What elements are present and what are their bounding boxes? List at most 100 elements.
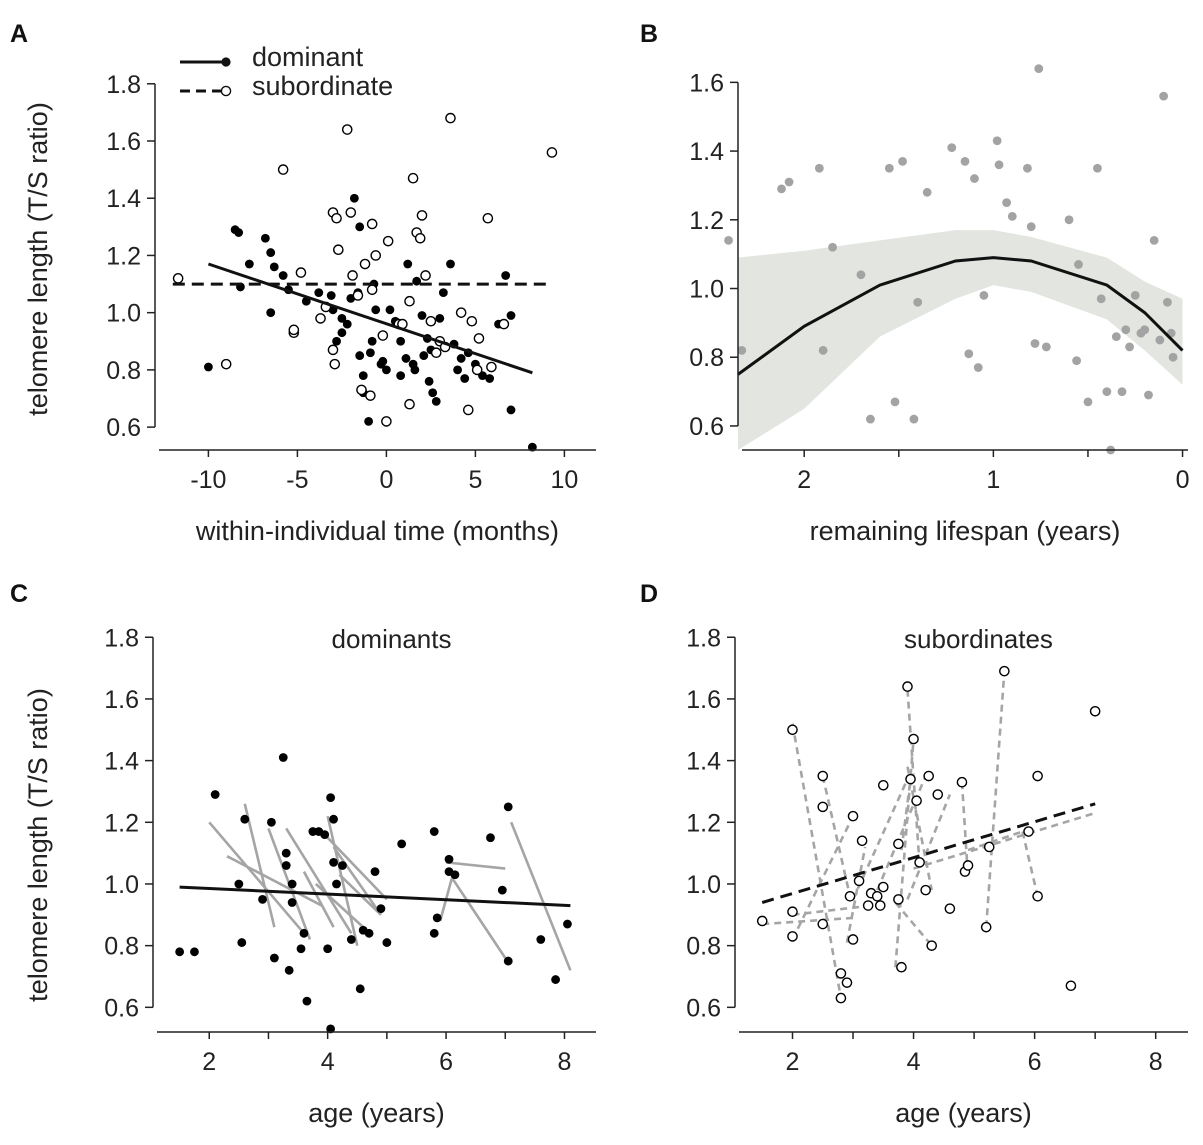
data-point	[1159, 91, 1169, 101]
data-point-subordinate	[471, 364, 483, 376]
data-point	[1130, 290, 1140, 300]
x-tick-label: 2	[797, 466, 811, 494]
data-point-dominant	[382, 365, 391, 375]
data-point	[893, 838, 904, 850]
data-point	[323, 944, 333, 954]
data-point	[429, 928, 439, 938]
data-point-dominant	[365, 348, 375, 358]
data-point	[1064, 215, 1074, 225]
data-point-subordinate	[220, 358, 232, 370]
y-tick-label: 1.2	[689, 207, 724, 235]
data-point-subordinate	[172, 273, 184, 284]
data-point	[994, 160, 1004, 170]
x-tick-label: 0	[1176, 466, 1190, 494]
x-axis-label: age (years)	[308, 1098, 445, 1128]
data-point-subordinate	[425, 315, 437, 327]
individual-trend-line	[326, 836, 388, 901]
data-point	[1065, 980, 1077, 992]
x-tick-label: 6	[1028, 1048, 1042, 1076]
data-point	[1002, 198, 1012, 208]
data-point	[856, 835, 868, 847]
fit-line-dominant	[207, 262, 533, 375]
data-point	[890, 397, 900, 407]
panel-letter: A	[10, 20, 28, 48]
individual-trend-line	[984, 671, 1006, 928]
y-tick-label: 1.6	[686, 686, 721, 714]
data-point-dominant	[260, 233, 270, 243]
y-tick-label: 1.8	[106, 71, 141, 99]
y-tick-label: 1.6	[689, 69, 724, 97]
data-point	[893, 894, 904, 905]
data-point-dominant	[412, 276, 422, 286]
data-point	[913, 297, 923, 307]
data-point-subordinate	[445, 112, 456, 124]
data-point-subordinate	[482, 212, 494, 224]
data-point-dominant	[244, 259, 254, 269]
data-point	[817, 918, 829, 930]
data-point-subordinate	[414, 232, 426, 244]
fit-line	[737, 256, 1184, 376]
data-point	[536, 935, 546, 944]
data-point-dominant	[355, 351, 365, 360]
data-point-subordinate	[546, 147, 558, 158]
fit-line	[179, 885, 571, 908]
data-point-dominant	[396, 336, 406, 346]
panel-a: A 0.6 0.8 1.0 1.2 1.4 1.6 1.8 -10 -5 0 5 10 within-in…	[10, 20, 596, 546]
data-point-dominant	[506, 311, 516, 320]
data-point	[258, 894, 267, 904]
individual-trend-line	[894, 901, 933, 947]
data-point-subordinate	[466, 315, 478, 327]
x-tick-label: 8	[1149, 1048, 1163, 1076]
individual-trend-line	[285, 827, 353, 934]
data-point-dominant	[266, 308, 276, 318]
data-point	[299, 928, 309, 938]
data-point	[973, 363, 983, 372]
individual-trend-line	[762, 916, 854, 926]
data-point	[847, 810, 859, 822]
individual-trend-line	[450, 877, 507, 959]
individual-trend-line	[791, 723, 843, 999]
data-point	[979, 290, 989, 300]
data-point	[944, 903, 956, 914]
data-point	[902, 681, 913, 692]
individual-trend-line	[226, 855, 323, 907]
data-point	[329, 814, 338, 824]
data-point-subordinate	[333, 244, 344, 256]
data-point	[877, 779, 889, 791]
data-point	[503, 956, 513, 966]
data-point-dominant	[269, 262, 279, 272]
data-point	[281, 848, 291, 858]
data-point	[503, 802, 513, 812]
data-point	[874, 900, 886, 911]
panel-c: C 0.6 0.8 1.0 1.2 1.4 1.6 1.8 2 4 6 8 age (years) tel…	[10, 580, 596, 1128]
data-point-dominant	[506, 405, 516, 415]
data-point-subordinate	[430, 347, 442, 359]
data-point-dominant	[367, 336, 377, 346]
data-point	[287, 879, 297, 889]
legend-label-dominant: dominant	[252, 42, 364, 72]
data-point-dominant	[438, 288, 448, 298]
data-point	[1102, 387, 1112, 396]
data-point	[296, 944, 306, 954]
data-point	[444, 854, 454, 864]
data-point	[1034, 64, 1044, 74]
data-point	[397, 839, 407, 849]
data-point	[884, 163, 894, 173]
data-point-dominant	[326, 291, 336, 300]
data-point	[853, 875, 865, 887]
data-point-dominant	[417, 311, 427, 320]
data-point	[866, 414, 875, 424]
data-point	[914, 857, 925, 868]
data-point	[429, 827, 439, 836]
data-point	[1041, 342, 1051, 352]
data-point-dominant	[342, 319, 352, 329]
data-point	[370, 867, 380, 877]
data-point-dominant	[234, 228, 244, 237]
data-point-subordinate	[288, 324, 300, 336]
data-point-subordinate	[345, 207, 357, 218]
data-point-subordinate	[420, 270, 431, 281]
data-point-dominant	[453, 365, 462, 375]
data-point	[175, 947, 185, 957]
data-point	[281, 861, 291, 870]
y-tick-label: 0.6	[689, 413, 724, 441]
